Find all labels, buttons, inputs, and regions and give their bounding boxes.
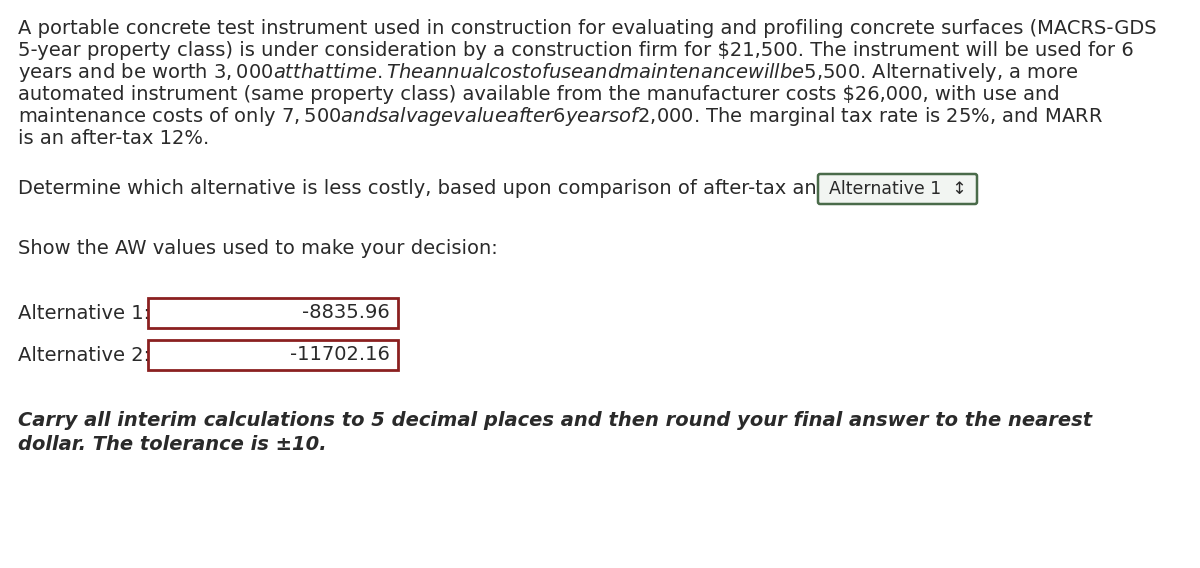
Text: years and be worth $3,000 at that time. The annual cost of use and maintenance w: years and be worth $3,000 at that time. … [18,61,1079,85]
Text: Determine which alternative is less costly, based upon comparison of after-tax a: Determine which alternative is less cost… [18,179,928,198]
Text: A portable concrete test instrument used in construction for evaluating and prof: A portable concrete test instrument used… [18,19,1157,39]
Text: Show the AW values used to make your decision:: Show the AW values used to make your dec… [18,240,498,258]
Text: Alternative 1: $: Alternative 1: $ [18,303,169,323]
Text: -8835.96: -8835.96 [302,303,390,323]
Text: dollar. The tolerance is ±10.: dollar. The tolerance is ±10. [18,436,326,454]
Text: maintenance costs of only $7,500 and salvage value after 6 years of $2,000. The : maintenance costs of only $7,500 and sal… [18,106,1103,128]
Text: Carry all interim calculations to 5 decimal places and then round your final ans: Carry all interim calculations to 5 deci… [18,411,1092,431]
Text: Alternative 2: $: Alternative 2: $ [18,345,169,365]
FancyBboxPatch shape [148,340,398,370]
Text: is an after-tax 12%.: is an after-tax 12%. [18,130,209,148]
FancyBboxPatch shape [818,174,977,204]
Text: -11702.16: -11702.16 [290,345,390,365]
Text: Alternative 1  ↕: Alternative 1 ↕ [829,180,966,198]
FancyBboxPatch shape [148,298,398,328]
Text: 5-year property class) is under consideration by a construction firm for $21,500: 5-year property class) is under consider… [18,41,1134,61]
Text: automated instrument (same property class) available from the manufacturer costs: automated instrument (same property clas… [18,86,1060,105]
